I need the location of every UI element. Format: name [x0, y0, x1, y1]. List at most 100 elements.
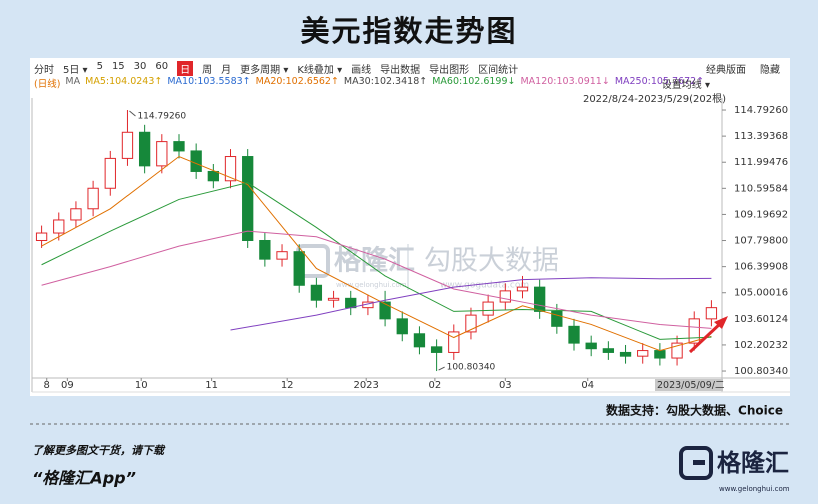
toolbar-item[interactable]: 15	[111, 61, 125, 72]
x-tick-label: 11	[205, 380, 218, 391]
candle-body	[70, 208, 82, 221]
toolbar-item[interactable]: 画线	[351, 65, 372, 76]
y-tick-label: 102.20232	[734, 340, 788, 351]
trend-arrow-head	[714, 316, 728, 329]
trend-arrow	[688, 320, 724, 354]
candle-body	[413, 333, 426, 348]
candle-body	[671, 342, 683, 359]
logo-text: 格隆汇	[717, 449, 789, 477]
x-tick-label: 12	[281, 380, 294, 391]
toolbar-item[interactable]: 分时	[34, 65, 54, 76]
toolbar-item[interactable]: K线叠加 ▾	[297, 65, 343, 76]
toolbar-item[interactable]: 导出数据	[380, 65, 421, 76]
ma-legend-item: MA250:105.7672↑	[614, 76, 705, 87]
candle-body	[619, 351, 632, 357]
ma-line	[41, 182, 712, 340]
y-tick-label: 100.80340	[734, 366, 788, 377]
x-tick-label: 02	[429, 380, 442, 391]
ma-legend-item: MA30:102.3418↑	[343, 76, 428, 87]
candle-body	[173, 141, 185, 152]
candle-body	[276, 251, 288, 260]
toolbar-item[interactable]: 5日 ▾	[63, 65, 88, 76]
y-tick-label: 103.60124	[734, 314, 788, 325]
ma-line	[41, 155, 712, 352]
annotation-label: 100.80340	[447, 363, 496, 373]
candle-body	[637, 350, 649, 357]
ma-legend: (日线) MA MA5:104.0243↑ MA10:103.5583↑ MA20:…	[34, 76, 704, 90]
ma-line	[230, 277, 712, 331]
candle-body	[190, 150, 202, 172]
y-tick-label: 106.39908	[734, 262, 788, 273]
watermark-brand-site: www.gelonghui.com	[336, 281, 407, 289]
ma-legend-item: MA10:103.5583↑	[167, 76, 251, 87]
cursor-label-bg	[655, 379, 723, 391]
candle-body	[138, 131, 151, 167]
toolbar-item[interactable]: 更多周期 ▾	[240, 65, 289, 76]
toolbar-item[interactable]: 经典版面	[706, 65, 746, 76]
y-tick-label: 105.00016	[734, 288, 788, 299]
candle-body	[345, 297, 357, 309]
candle-body	[259, 239, 271, 260]
period-label: (日线)	[34, 79, 61, 90]
candle-body	[688, 318, 700, 344]
ma-legend-item: MA60:102.6199↓	[432, 76, 516, 87]
candle-body	[87, 187, 99, 210]
y-tick-label: 114.79260	[734, 105, 788, 116]
candle-body	[534, 286, 546, 312]
toolbar-item[interactable]: 周	[202, 65, 213, 76]
candle-body	[104, 157, 116, 189]
candle-body	[327, 297, 340, 301]
app-name: “格隆汇App”	[32, 469, 136, 488]
cta: 了解更多图文干货，请下载	[32, 444, 166, 457]
logo-icon	[679, 446, 713, 480]
candle-body	[516, 286, 529, 292]
y-tick-label: 113.39368	[734, 131, 788, 142]
y-tick-label: 110.59584	[734, 183, 788, 194]
candle-body	[499, 290, 511, 303]
toolbar-right: 经典版面 隐藏	[706, 61, 780, 76]
x-tick-label: 03	[499, 380, 512, 391]
toolbar-item[interactable]: 30	[133, 61, 147, 72]
ma-line	[41, 230, 712, 329]
watermark-data: 勾股大数据	[424, 246, 559, 277]
toolbar-item[interactable]: 月	[221, 65, 232, 76]
candle-body	[448, 331, 460, 353]
candle-body	[654, 350, 666, 359]
logo-site: www.gelonghui.com	[719, 485, 790, 493]
toolbar-item[interactable]: 5	[96, 61, 103, 72]
toolbar: 分时 5日 ▾ 5 15 30 60 日周月更多周期 ▾ K线叠加 ▾ 画线 导出数据 导出图形 区间…	[34, 61, 518, 76]
candle-body	[242, 156, 254, 241]
candle-body	[602, 348, 615, 353]
candle-body	[156, 141, 168, 167]
ma-legend-item: MA5:104.0243↑	[85, 76, 163, 87]
toolbar-item[interactable]: 区间统计	[478, 65, 519, 76]
toolbar-item[interactable]: 60	[155, 61, 169, 72]
source-note: 数据支持：勾股大数据、Choice	[606, 403, 783, 418]
annotation-pointer	[438, 366, 445, 371]
candle-body	[121, 131, 134, 159]
candle-body	[224, 156, 237, 182]
annotation-label: 114.79260	[137, 112, 186, 122]
toolbar-item[interactable]: 导出图形	[429, 65, 470, 76]
toolbar-item[interactable]: 隐藏	[760, 65, 780, 76]
candle-body	[35, 232, 48, 241]
ma-legend-item: MA20:102.6562↑	[255, 76, 339, 87]
x-tick-label: 04	[581, 380, 594, 391]
ma-settings[interactable]: 设置均线 ▾	[661, 80, 710, 91]
candle-body	[396, 318, 408, 335]
toolbar-item[interactable]: 日	[177, 61, 194, 76]
candle-body	[53, 219, 65, 234]
candle-body	[310, 284, 323, 301]
candle-body	[551, 310, 563, 327]
ma-legend-item: MA120:103.0911↓	[520, 76, 610, 87]
x-tick-label: 10	[135, 380, 148, 391]
watermark: 格隆汇 www.gelonghui.com 勾股大数据 www.gogudata…	[296, 244, 559, 291]
y-tick-label: 111.99476	[734, 157, 788, 168]
plot: 114.79260 113.39368 111.99476 110.59584 109.…	[31, 98, 790, 393]
y-tick-label: 109.19692	[734, 209, 788, 220]
date-range: 2022/8/24-2023/5/29(202根)	[582, 94, 726, 105]
candle-body	[293, 251, 305, 286]
candle-body	[465, 314, 477, 333]
page-title: 美元指数走势图	[300, 14, 518, 48]
